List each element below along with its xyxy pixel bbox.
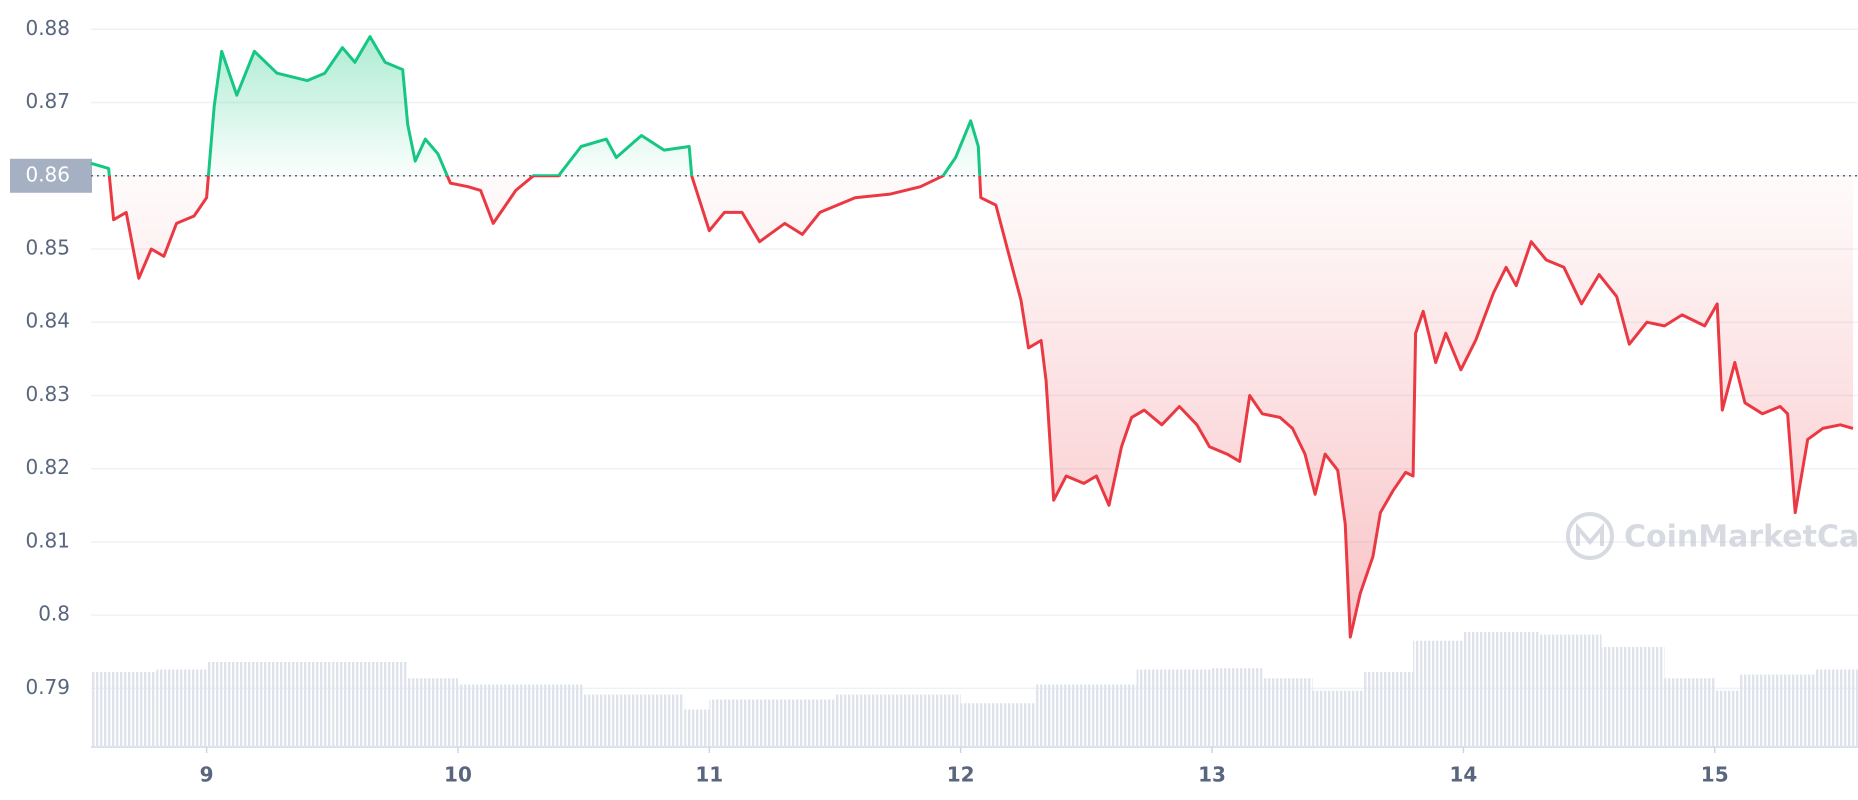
volume-bar	[1463, 632, 1539, 747]
volume-bar	[1538, 634, 1602, 747]
volume-bar	[457, 684, 584, 747]
volume-bar	[156, 669, 207, 747]
x-tick-label: 15	[1701, 763, 1729, 787]
baseline-label-box	[10, 158, 92, 193]
watermark: CoinMarketCap	[1566, 512, 1858, 560]
volume-bar	[332, 662, 408, 747]
volume-bar	[583, 694, 685, 747]
volume-bar	[960, 703, 1037, 747]
y-tick-label: 0.81	[25, 528, 70, 552]
x-tick-label: 13	[1198, 763, 1226, 787]
volume-bar	[1362, 672, 1414, 747]
volume-bar	[1714, 690, 1740, 747]
y-tick-label: 0.8	[38, 602, 70, 626]
volume-bar	[91, 672, 157, 747]
volume-bar	[1212, 668, 1263, 747]
volume-bar	[1739, 674, 1816, 747]
y-tick-label: 0.88	[25, 16, 70, 40]
y-tick-label: 0.84	[25, 309, 70, 333]
area-fill	[91, 36, 1853, 638]
volume-bar	[1664, 678, 1715, 747]
y-tick-label: 0.79	[25, 675, 70, 699]
volume-bar	[835, 694, 961, 747]
price-line	[90, 35, 1854, 639]
volume-bar	[206, 662, 333, 747]
volume-bar	[709, 699, 835, 747]
x-tick-label: 14	[1449, 763, 1477, 787]
x-tick-label: 9	[200, 763, 214, 787]
x-tick-label: 10	[444, 763, 472, 787]
y-tick-label: 0.85	[25, 236, 70, 260]
volume-bar	[407, 678, 458, 747]
volume-bar	[1413, 640, 1464, 747]
y-tick-label: 0.86	[25, 162, 70, 186]
y-tick-label: 0.82	[25, 455, 70, 479]
watermark-logo-m	[1576, 522, 1604, 546]
y-tick-label: 0.87	[25, 89, 70, 113]
volume-bar	[1136, 669, 1213, 747]
x-tick-label: 11	[695, 763, 723, 787]
volume-bar	[1815, 669, 1858, 747]
x-tick-label: 12	[947, 763, 975, 787]
volume-bar	[1036, 684, 1137, 747]
y-tick-label: 0.83	[25, 382, 70, 406]
volume-bar	[1601, 647, 1665, 747]
volume-bar	[1312, 690, 1363, 747]
watermark-text: CoinMarketCap	[1624, 520, 1858, 555]
watermark-logo	[1566, 512, 1614, 560]
volume-bar	[684, 709, 710, 747]
volume-bar	[1262, 678, 1313, 747]
